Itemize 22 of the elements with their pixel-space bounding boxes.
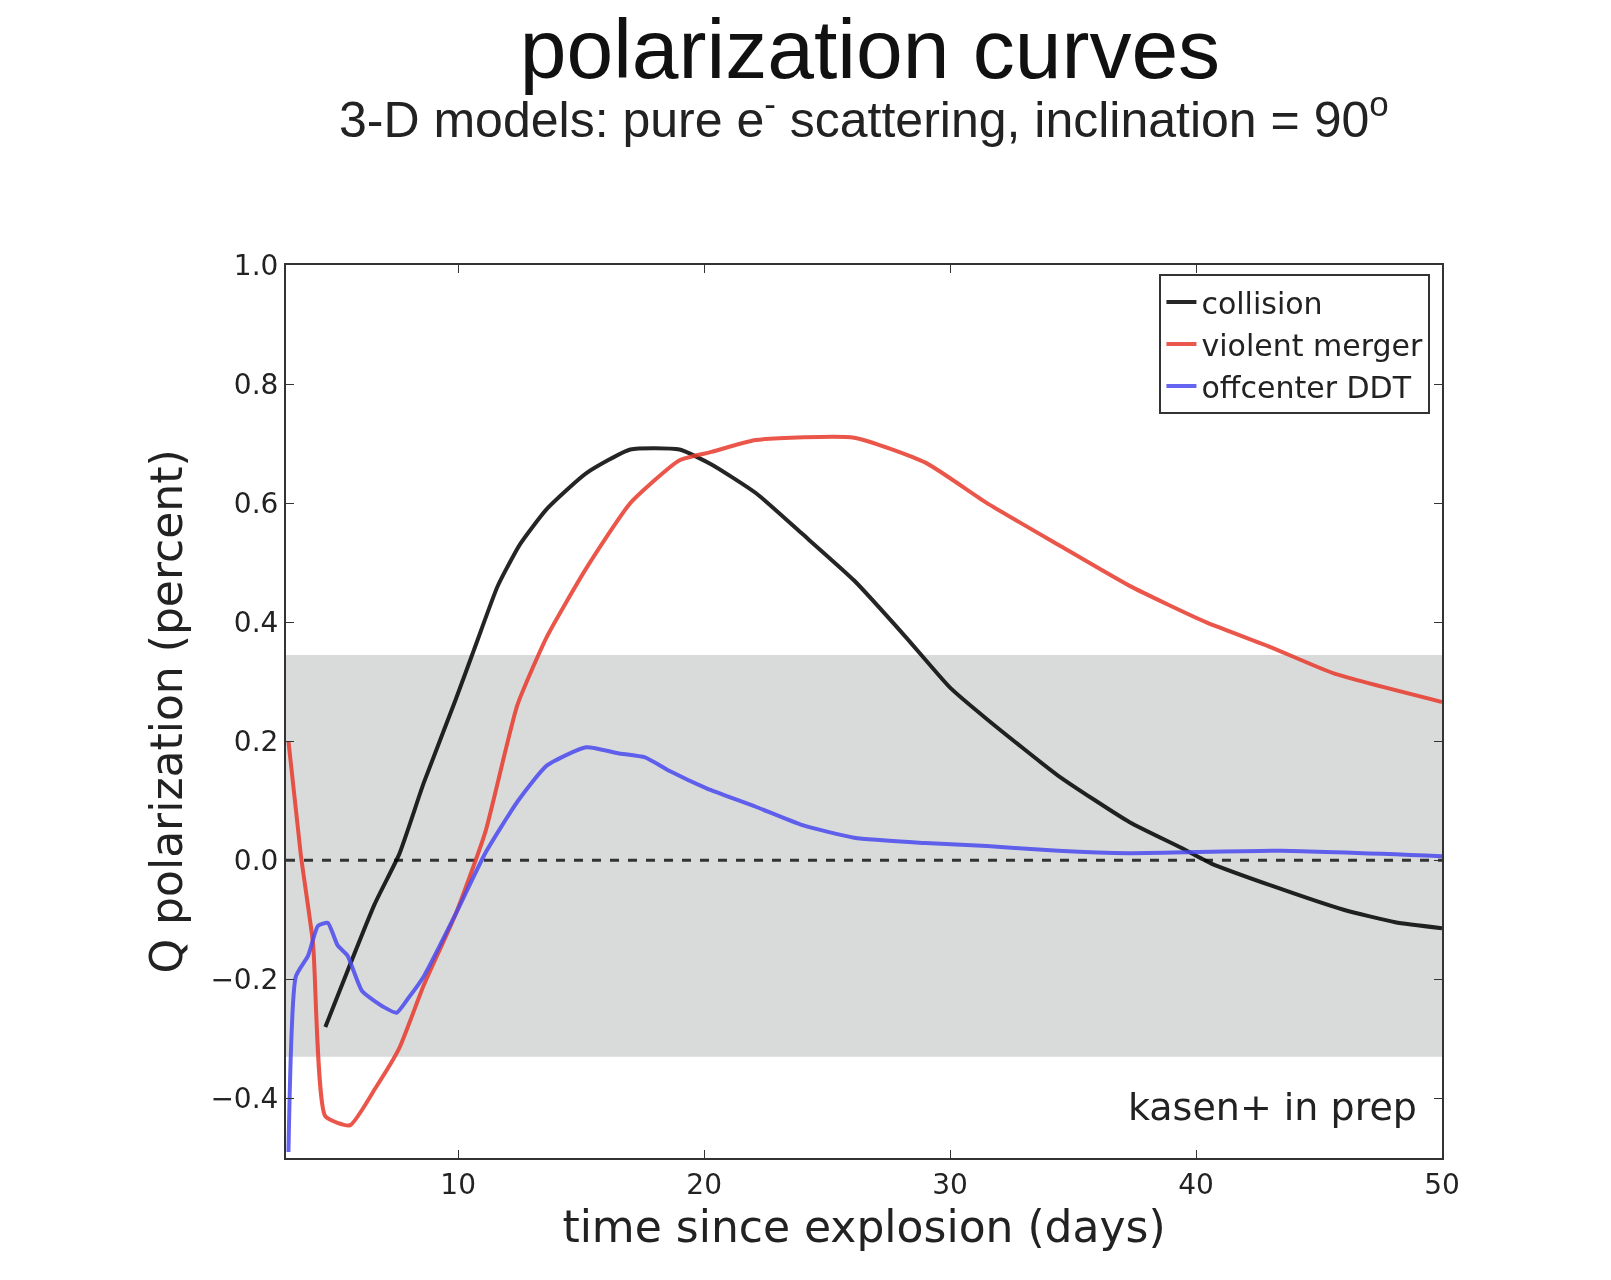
legend-label: collision: [1201, 285, 1323, 321]
x-tick-label: 10: [440, 1167, 476, 1201]
x-axis-title: time since explosion (days): [562, 1200, 1166, 1252]
y-tick-label: −0.2: [210, 963, 279, 997]
line-series: [286, 434, 1442, 1128]
x-tick-label: 20: [686, 1167, 722, 1201]
y-tick-label: 0.6: [233, 486, 279, 520]
y-axis-title: Q polarization (percent): [141, 449, 192, 974]
y-tick-label: 0.4: [233, 606, 279, 639]
legend-label: offcenter DDT: [1201, 369, 1412, 405]
line-series: [286, 745, 1442, 1155]
x-tick-label: 40: [1178, 1167, 1214, 1201]
y-tick-label: 1.0: [233, 248, 279, 282]
y-tick-label: 0.0: [233, 844, 279, 878]
y-tick-label: 0.8: [233, 367, 279, 401]
annotation: kasen+ in prep: [1128, 1085, 1417, 1129]
y-tick-label: −0.4: [210, 1082, 279, 1116]
x-tick-label: 50: [1424, 1167, 1460, 1201]
line-series: [323, 446, 1442, 1030]
y-tick-label: 0.2: [233, 725, 279, 759]
x-tick-label: 30: [932, 1167, 968, 1201]
legend-label: violent merger: [1201, 327, 1423, 363]
